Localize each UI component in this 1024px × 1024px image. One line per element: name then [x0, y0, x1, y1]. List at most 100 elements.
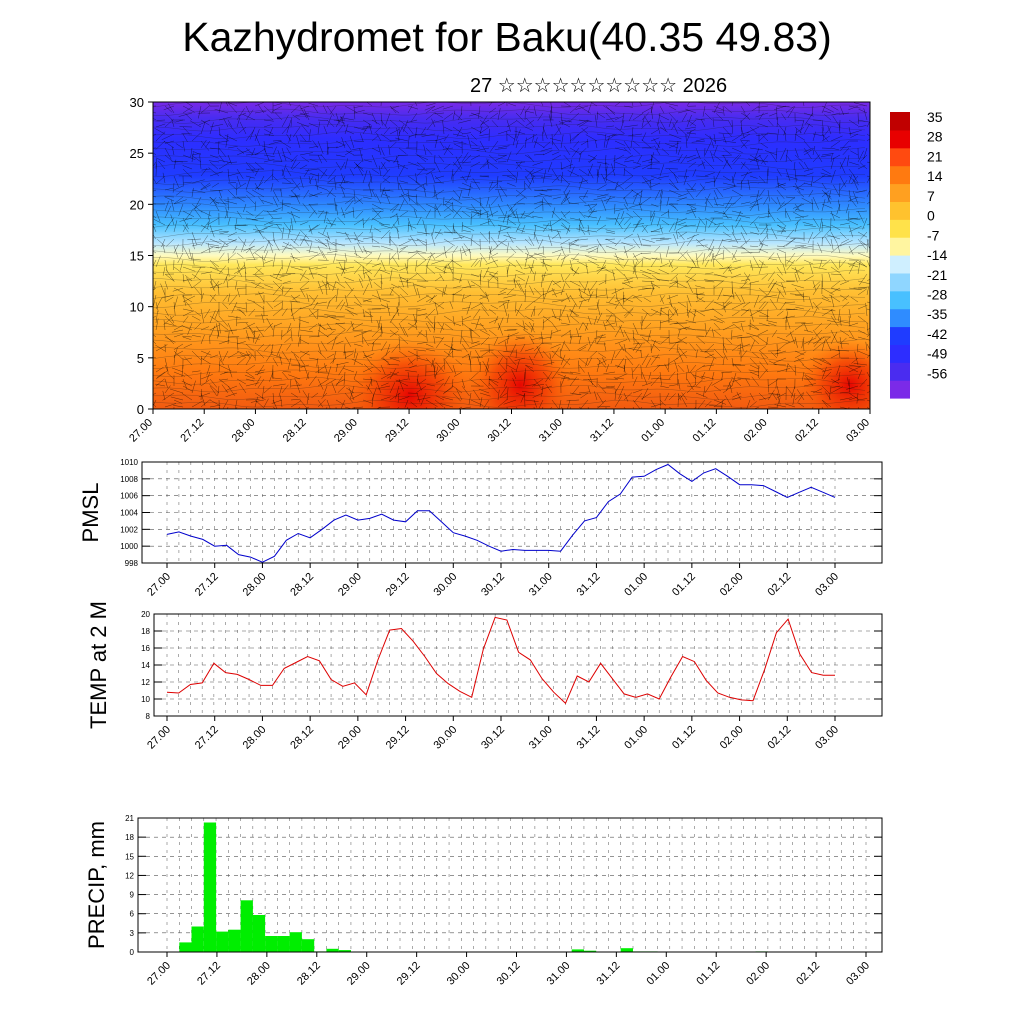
wind-barb — [389, 357, 400, 359]
wind-barb — [155, 310, 158, 324]
wind-barb — [746, 399, 751, 409]
chart-title: Kazhydromet for Baku(40.35 49.83) — [182, 14, 832, 60]
wind-barb — [740, 308, 750, 312]
wind-barb — [533, 343, 542, 352]
wind-barb — [605, 195, 612, 205]
wind-barb — [153, 133, 157, 136]
wind-barb — [722, 186, 736, 191]
wind-barb — [469, 343, 481, 349]
wind-barb — [497, 226, 502, 240]
wind-barb — [353, 352, 359, 366]
wind-barb — [660, 336, 670, 345]
wind-barb — [346, 322, 355, 332]
wind-barb — [317, 324, 328, 331]
wind-barb — [713, 398, 726, 408]
wind-barb — [731, 189, 743, 197]
wind-barb — [227, 119, 233, 128]
wind-barb — [191, 153, 201, 156]
wind-barb — [308, 175, 314, 184]
wind-barb — [470, 328, 481, 338]
wind-barb — [479, 269, 482, 282]
wind-barb — [434, 203, 442, 212]
wind-barb — [758, 294, 768, 303]
wind-barb — [416, 272, 427, 282]
wind-barb — [689, 119, 697, 126]
wind-barb — [329, 105, 337, 115]
wind-barb — [765, 223, 769, 233]
wind-barb — [312, 140, 319, 149]
wind-barb — [290, 266, 303, 271]
wind-barb — [542, 169, 547, 184]
wind-barb — [569, 242, 580, 247]
wind-barb — [654, 245, 661, 253]
wind-barb — [209, 324, 220, 331]
wind-barb — [225, 238, 238, 245]
wind-barb — [686, 266, 700, 268]
wind-barb — [254, 210, 264, 219]
wind-barb — [180, 259, 184, 271]
wind-barb — [298, 322, 301, 337]
wind-barb — [821, 336, 831, 345]
wind-barb — [623, 168, 634, 176]
wind-barb — [497, 108, 501, 121]
wind-barb — [375, 193, 382, 205]
wind-barb — [668, 294, 673, 307]
wind-barb — [298, 319, 310, 324]
warm-anomaly — [350, 340, 470, 409]
wind-barb — [514, 357, 526, 361]
wind-barb — [399, 180, 409, 184]
wind-barb — [462, 154, 472, 164]
wind-barb — [827, 320, 841, 324]
wind-barb — [182, 310, 194, 317]
wind-barb — [551, 399, 560, 409]
wind-barb — [695, 297, 704, 303]
wind-barb — [515, 245, 524, 253]
wind-barb — [709, 135, 715, 149]
wind-barb — [524, 255, 533, 261]
wind-barb — [227, 172, 240, 177]
wind-barb — [299, 175, 304, 188]
wind-barb — [677, 364, 685, 372]
y-tick-label: 10 — [141, 695, 150, 704]
wind-barb — [801, 371, 805, 381]
wind-barb — [249, 248, 256, 261]
wind-barb — [236, 168, 244, 179]
wind-barb — [479, 133, 490, 137]
wind-barb — [340, 399, 346, 409]
wind-barb — [290, 210, 297, 224]
wind-barb — [704, 142, 712, 156]
wind-barb — [389, 213, 398, 219]
wind-barb — [191, 243, 202, 247]
x-tick-label: 27.00 — [145, 724, 173, 752]
wind-barb — [506, 332, 519, 338]
wind-barb — [400, 276, 409, 282]
wind-barb — [185, 301, 193, 310]
precip-bar — [203, 822, 217, 952]
wind-barb — [579, 245, 589, 248]
wind-barb — [483, 266, 490, 279]
wind-barb — [272, 175, 279, 182]
wind-barb — [803, 329, 813, 333]
wind-barb — [586, 245, 598, 251]
wind-barb — [227, 351, 239, 359]
wind-barb — [704, 279, 715, 282]
wind-barb — [713, 322, 721, 330]
wind-barb — [523, 266, 535, 269]
wind-barb — [344, 180, 355, 184]
wind-barb — [416, 397, 431, 401]
wind-barb — [695, 343, 703, 352]
wind-barb — [675, 217, 688, 224]
wind-barb — [704, 217, 717, 225]
wind-barb — [552, 154, 562, 160]
wind-barb — [262, 145, 274, 149]
wind-barb — [569, 392, 582, 396]
wind-barb — [263, 240, 270, 254]
wind-barb — [469, 328, 472, 338]
wind-barb — [713, 203, 725, 206]
wind-barb — [326, 327, 337, 331]
wind-barb — [407, 250, 420, 254]
wind-barb — [595, 287, 598, 299]
wind-barb — [299, 164, 308, 170]
wind-barb — [785, 168, 791, 182]
wind-barb — [758, 215, 771, 219]
